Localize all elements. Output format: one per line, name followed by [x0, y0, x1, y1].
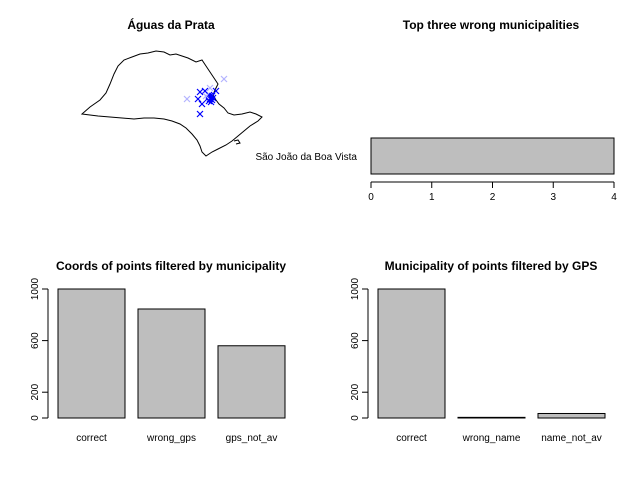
municipality-title: Municipality of points filtered by GPS — [385, 259, 598, 273]
map-point-marker — [206, 84, 214, 92]
bar — [457, 416, 526, 419]
y-tick-label: 600 — [350, 332, 361, 349]
map-points — [183, 75, 228, 118]
coords-bars: correct wrong_gps gps_not_av 0 200 600 1000 — [30, 277, 286, 444]
y-tick-label: 1000 — [350, 277, 361, 300]
hbar-category-label: São João da Boa Vista — [255, 152, 357, 163]
map-point-marker — [196, 88, 204, 96]
y-tick-label: 0 — [30, 415, 41, 421]
bar — [137, 308, 206, 419]
bar-category-label: correct — [396, 433, 427, 444]
map-point-marker — [198, 100, 206, 108]
map-panel: Águas da Prata — [80, 17, 263, 157]
map-point-marker — [212, 87, 220, 95]
x-tick-label: 2 — [490, 192, 496, 203]
top-wrong-title: Top three wrong municipalities — [403, 18, 580, 32]
y-tick-label: 600 — [30, 332, 41, 349]
map-point-marker — [196, 110, 204, 118]
map-title: Águas da Prata — [127, 17, 215, 32]
coastline-detail — [233, 139, 241, 145]
map-point-marker — [208, 92, 216, 100]
map-point-marker — [202, 92, 210, 100]
x-tick-label: 1 — [429, 192, 435, 203]
map-point-marker — [209, 94, 217, 102]
coords-title: Coords of points filtered by municipalit… — [56, 259, 286, 273]
municipality-panel: Municipality of points filtered by GPS c… — [350, 259, 606, 444]
bar-category-label: correct — [76, 433, 107, 444]
bar — [537, 412, 606, 419]
top-wrong-panel: Top three wrong municipalities São João … — [255, 18, 617, 203]
bar — [217, 345, 286, 419]
bar-category-label: wrong_name — [462, 433, 521, 444]
bar — [377, 288, 446, 419]
bar-category-label: gps_not_av — [226, 433, 278, 444]
municipality-bars: correct wrong_name name_not_av 0 200 600 1000 — [350, 277, 606, 444]
hbar — [370, 137, 615, 175]
bar — [57, 288, 126, 419]
map-point-marker — [194, 95, 202, 103]
map-point-marker — [183, 95, 191, 103]
y-tick-label: 0 — [350, 415, 361, 421]
map-point-marker — [220, 75, 228, 83]
x-tick-label: 0 — [368, 192, 374, 203]
state-outline — [80, 50, 263, 157]
x-tick-label: 4 — [611, 192, 617, 203]
bar-category-label: wrong_gps — [146, 433, 196, 444]
y-tick-label: 200 — [350, 383, 361, 400]
x-tick-label: 3 — [550, 192, 556, 203]
bar-category-label: name_not_av — [541, 433, 602, 444]
hbar-group: São João da Boa Vista 0 1 2 3 4 — [255, 137, 617, 203]
y-tick-label: 1000 — [30, 277, 41, 300]
coords-panel: Coords of points filtered by municipalit… — [30, 259, 286, 444]
y-tick-label: 200 — [30, 383, 41, 400]
map-point-marker — [207, 98, 215, 106]
